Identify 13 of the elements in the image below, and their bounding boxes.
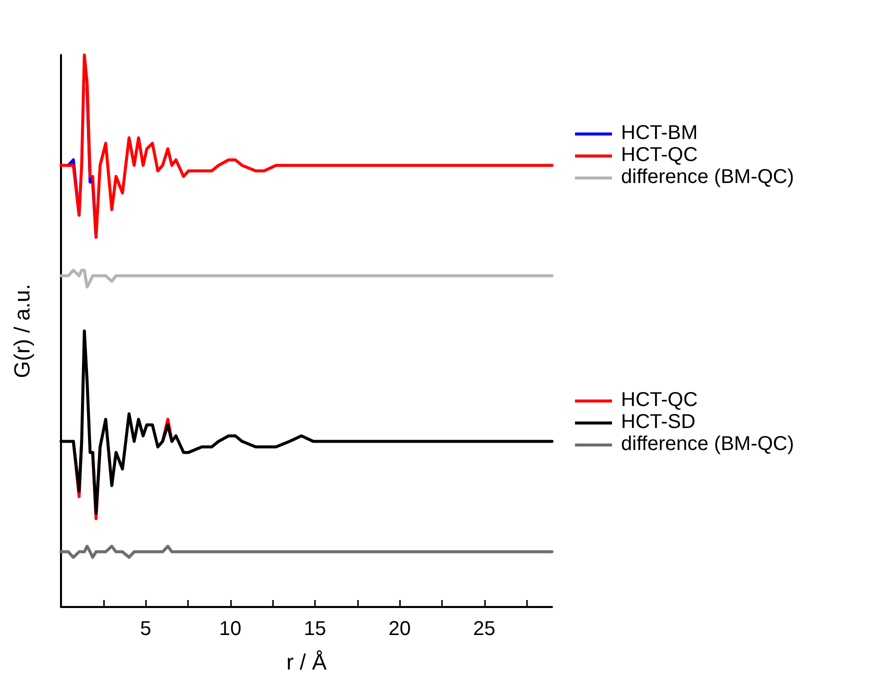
legend-label: difference (BM-QC) [621,166,794,188]
x-tick-label: 25 [473,618,496,640]
legend-label: HCT-QC [621,389,698,411]
x-tick-label: 15 [304,618,326,640]
x-tick-label: 5 [140,618,152,640]
x-tick-label: 10 [219,618,242,640]
legend-label: difference (BM-QC) [621,433,794,455]
legend-label: HCT-SD [621,411,696,433]
legend-label: HCT-BM [621,122,698,144]
legend-label: HCT-QC [621,144,698,166]
y-axis-title: G(r) / a.u. [10,284,34,378]
x-tick-label: 20 [388,618,411,640]
x-axis-title: r / Å [286,650,327,674]
